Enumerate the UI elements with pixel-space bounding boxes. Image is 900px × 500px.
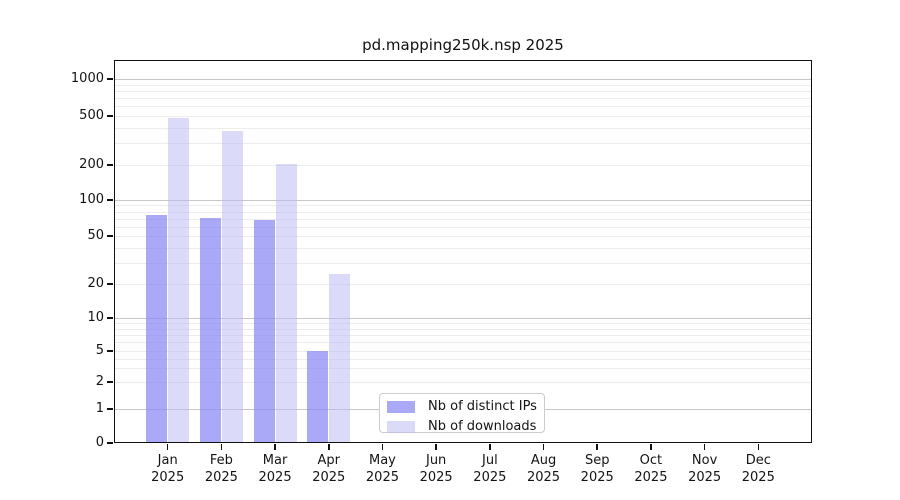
gridline-minor [114,205,812,207]
gridline-minor [114,127,812,129]
gridline-minor [114,262,812,264]
y-tick [107,381,113,383]
y-tick-label: 50 [87,228,104,243]
y-tick [107,317,113,319]
x-tick [381,444,384,450]
gridline-minor [114,211,812,213]
bar-downloads-mar [275,163,297,443]
x-tick-label: Mar 2025 [258,453,292,485]
y-tick [107,115,113,117]
gridline-minor [114,226,812,228]
y-tick [107,164,113,166]
y-tick [107,283,113,285]
gridline-major [114,318,812,319]
x-tick-label: Jul 2025 [473,453,507,485]
gridline-minor [114,358,812,360]
x-tick-label: Sep 2025 [580,453,614,485]
bar-distinct-ips-feb [199,217,221,443]
x-tick [220,444,223,450]
bar-distinct-ips-jan [146,214,168,443]
x-tick-label: Jan 2025 [151,453,185,485]
gridline-minor [114,368,812,370]
y-tick-label: 200 [79,157,104,172]
legend-label-downloads: Nb of downloads [428,419,537,434]
x-tick [489,444,491,450]
plot-area [114,60,812,443]
x-tick [435,444,437,450]
legend: Nb of distinct IPs Nb of downloads [379,393,545,434]
x-tick [542,444,545,450]
x-tick [596,444,598,450]
bar-distinct-ips-apr [307,351,329,443]
y-tick [107,235,113,237]
gridline-minor [114,90,812,92]
bar-downloads-jan [168,118,190,443]
x-tick [274,444,276,450]
gridline-minor [114,218,812,220]
x-tick-label: Dec 2025 [741,453,775,485]
y-tick [107,199,113,201]
x-tick-label: Nov 2025 [688,453,722,485]
gridline-minor [114,143,812,145]
legend-item-distinct-ips: Nb of distinct IPs [387,399,537,414]
x-tick-label: Apr 2025 [312,453,346,485]
y-tick-label: 1000 [70,71,104,86]
gridline-minor [114,382,812,383]
gridline-major [114,200,812,201]
gridline-minor [114,351,812,352]
y-tick-label: 10 [87,310,104,325]
gridline-minor [114,247,812,249]
y-tick-label: 2 [95,374,104,389]
chart-title: pd.mapping250k.nsp 2025 [362,36,564,54]
gridline-minor [114,334,812,336]
y-tick-label: 100 [79,192,104,207]
gridline-minor [114,98,812,100]
y-tick-label: 500 [79,108,104,123]
x-tick-label: Oct 2025 [634,453,668,485]
x-tick [703,444,706,450]
gridline-minor [114,236,812,237]
x-tick-label: Jun 2025 [419,453,453,485]
bar-downloads-feb [221,130,243,443]
x-tick-label: Aug 2025 [526,453,561,485]
legend-item-downloads: Nb of downloads [387,419,537,434]
gridline-minor [114,106,812,108]
bar-distinct-ips-mar [253,220,275,443]
legend-swatch-downloads [387,421,415,433]
y-tick-label: 1 [95,401,104,416]
gridline-minor [114,284,812,285]
x-tick-label: May 2025 [365,453,399,485]
y-tick [107,350,113,352]
x-tick [757,444,760,450]
y-tick [107,442,113,444]
x-tick-label: Feb 2025 [204,453,238,485]
gridline-minor [114,328,812,330]
bar-downloads-apr [329,274,351,443]
legend-label-distinct-ips: Nb of distinct IPs [428,399,537,414]
y-tick [107,408,113,410]
legend-swatch-distinct-ips [387,401,415,413]
y-tick-label: 0 [95,435,104,450]
gridline-minor [114,116,812,117]
y-tick-label: 20 [87,276,104,291]
gridline-minor [114,342,812,344]
x-tick [328,444,330,450]
gridline-minor [114,84,812,86]
y-tick-label: 5 [95,343,104,358]
x-tick [166,444,169,450]
y-tick [107,78,113,80]
gridline-minor [114,323,812,325]
gridline-major [114,79,812,80]
gridline-minor [114,165,812,166]
x-tick [650,444,652,450]
